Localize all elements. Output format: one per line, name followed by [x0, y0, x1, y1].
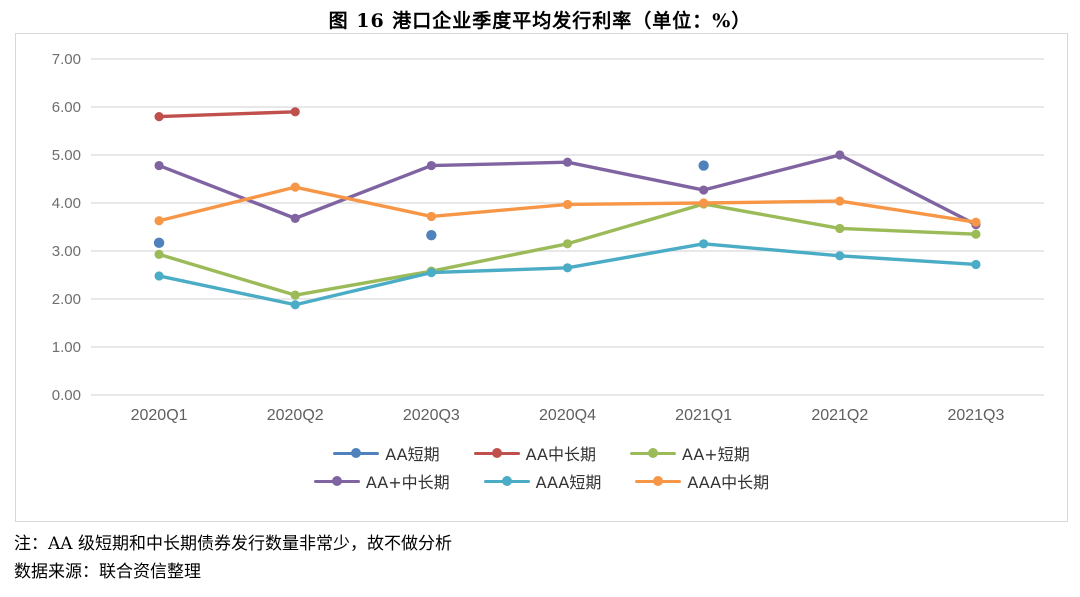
series-line-2: [157, 202, 978, 297]
series-point-0: [698, 160, 709, 171]
legend-item: AAA短期: [483, 469, 602, 493]
series-point-4: [562, 263, 573, 273]
series-line-1: [157, 110, 297, 119]
legend-marker-icon: [629, 448, 676, 458]
series-point-4: [154, 271, 164, 281]
legend-item: AAA中长期: [635, 469, 769, 493]
series-point-0: [426, 229, 437, 241]
series-point-5: [971, 217, 981, 227]
legend-item: AA+中长期: [313, 469, 450, 493]
y-axis-label: 4.00: [52, 195, 81, 212]
y-axis-label: 1.00: [52, 339, 81, 356]
series-point-3: [290, 213, 300, 223]
series-point-2: [290, 290, 300, 300]
series-point-3: [562, 157, 573, 167]
legend-marker-icon: [483, 476, 530, 486]
legend-label: AA短期: [385, 445, 440, 464]
chart-svg: 0.00 1.00 2.00 3.00 4.00 5.00 6.00 7.00 2020Q1 20…: [52, 51, 1044, 424]
chart-notes: 注：AA 级短期和中长期债券发行数量非常少，故不做分析 数据来源：联合资信整理: [14, 530, 452, 586]
legend-row: AA+中长期 AAA短期 AAA中长期: [313, 469, 769, 493]
legend-marker-icon: [635, 476, 682, 486]
x-axis-label: 2020Q2: [267, 407, 324, 424]
chart-area: 0.00 1.00 2.00 3.00 4.00 5.00 6.00 7.00 2020Q1 20…: [15, 33, 1068, 522]
x-axis-label: 2021Q1: [675, 407, 732, 424]
chart-title: 图 16 港口企业季度平均发行利率（单位：%）: [328, 10, 752, 32]
series-point-0: [153, 237, 165, 249]
legend-item: AA+短期: [629, 441, 750, 465]
y-axis-label: 5.00: [52, 147, 81, 164]
series-point-3: [699, 185, 709, 195]
series-point-2: [562, 239, 573, 249]
series-point-5: [426, 211, 436, 222]
series-point-3: [426, 160, 436, 171]
x-axis-label: 2020Q1: [131, 407, 188, 424]
series-point-2: [154, 249, 164, 259]
y-axis-label: 7.00: [52, 51, 81, 68]
series-point-4: [699, 239, 709, 249]
series-point-3: [835, 150, 845, 160]
legend-marker-icon: [473, 448, 520, 458]
series-point-2: [971, 229, 981, 239]
legend-label: AAA短期: [535, 473, 602, 492]
series-point-4: [426, 268, 436, 278]
note-line-1: 注：AA 级短期和中长期债券发行数量非常少，故不做分析: [14, 534, 452, 554]
series-point-1: [290, 107, 300, 117]
legend-item: AA中长期: [473, 441, 596, 465]
x-axis-label: 2020Q3: [403, 407, 460, 424]
legend-row: AA短期 AA中长期 AA+短期: [333, 441, 750, 465]
chart-legend: AA短期 AA中长期 AA+短期 AA+中长期 AAA短期 AAA中长期: [16, 441, 1067, 493]
legend-label: AA+中长期: [365, 473, 450, 492]
series-point-2: [835, 223, 845, 234]
note-line-2: 数据来源：联合资信整理: [14, 562, 201, 582]
series-point-4: [290, 300, 300, 310]
series-point-5: [154, 216, 164, 226]
y-axis-label: 6.00: [52, 99, 81, 116]
legend-marker-icon: [333, 448, 380, 458]
series-point-4: [971, 259, 981, 270]
series-point-3: [154, 160, 164, 171]
series-point-1: [154, 112, 164, 122]
legend-label: AAA中长期: [687, 473, 770, 492]
series-line-4: [157, 242, 978, 307]
series-point-4: [835, 251, 845, 261]
series-point-5: [562, 199, 573, 210]
legend-item: AA短期: [333, 441, 440, 465]
y-axis-label: 0.00: [52, 387, 81, 404]
series-point-5: [699, 198, 709, 208]
legend-label: AA+短期: [681, 445, 750, 464]
legend-marker-icon: [313, 476, 360, 486]
series-point-5: [835, 196, 845, 206]
legend-label: AA中长期: [525, 445, 596, 464]
x-axis-label: 2021Q2: [811, 407, 868, 424]
x-axis-label: 2020Q4: [539, 407, 596, 424]
series-point-5: [290, 182, 300, 192]
y-axis-label: 3.00: [52, 243, 81, 260]
y-axis-label: 2.00: [52, 291, 81, 308]
x-axis-label: 2021Q3: [947, 407, 1004, 424]
